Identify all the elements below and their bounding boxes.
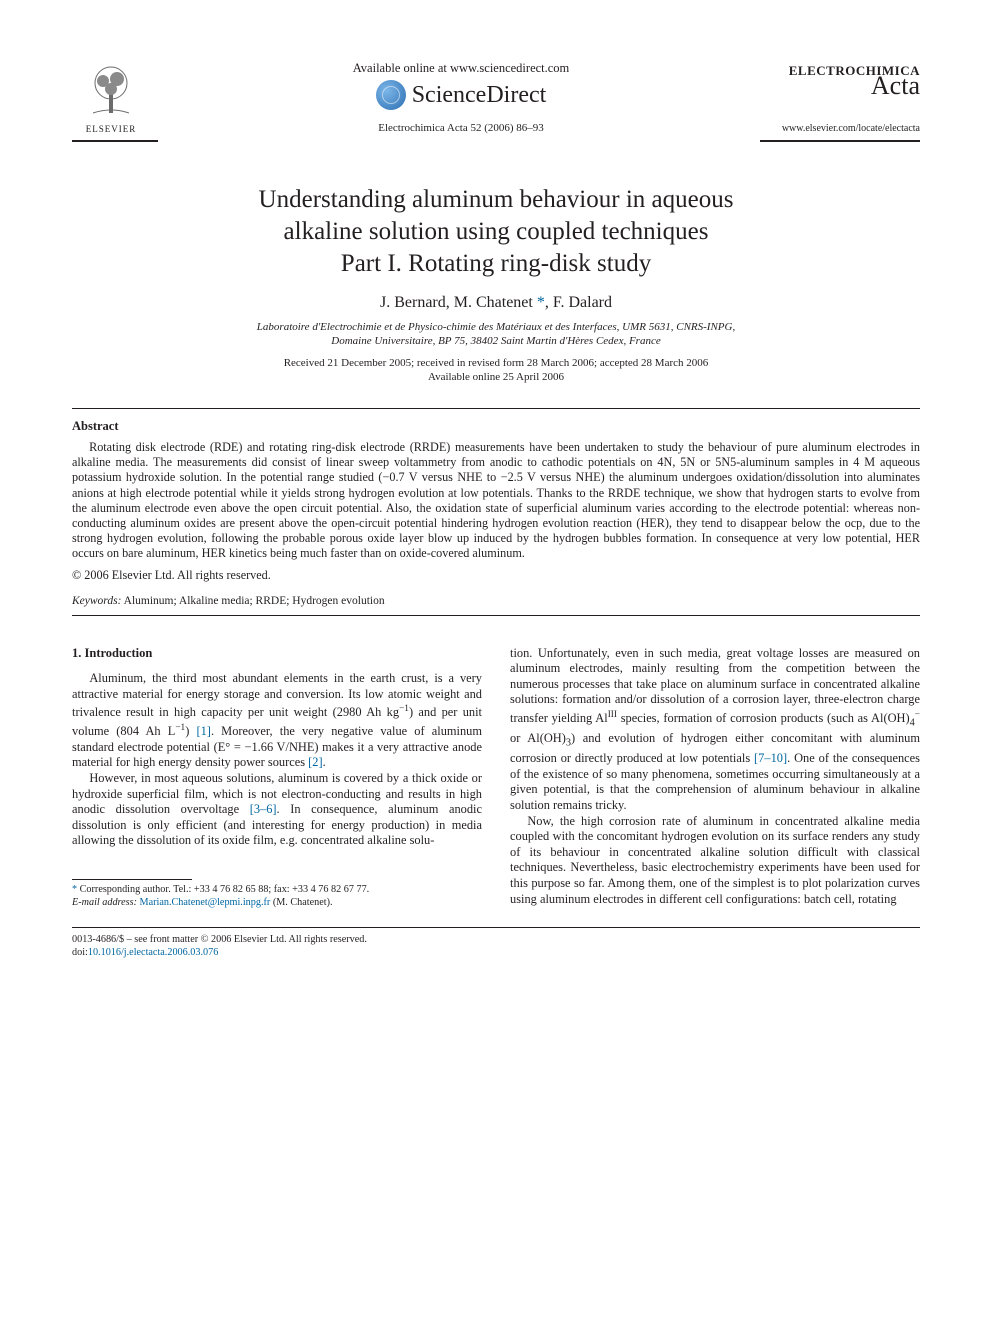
ref-2[interactable]: [2] xyxy=(308,755,322,769)
column-right: tion. Unfortunately, even in such media,… xyxy=(510,646,920,909)
elsevier-logo: ELSEVIER xyxy=(72,48,150,134)
title-line-1: Understanding aluminum behaviour in aque… xyxy=(259,186,734,213)
available-online-text: Available online at www.sciencedirect.co… xyxy=(150,61,772,76)
journal-url: www.elsevier.com/locate/electacta xyxy=(772,123,920,134)
author-list: J. Bernard, M. Chatenet *, F. Dalard xyxy=(72,294,920,312)
ref-3-6[interactable]: [3–6] xyxy=(250,802,277,816)
article-page: ELSEVIER Available online at www.science… xyxy=(0,0,992,1015)
sciencedirect-globe-icon xyxy=(376,80,406,110)
imprint-line-1: 0013-4686/$ – see front matter © 2006 El… xyxy=(72,934,367,945)
header-center: Available online at www.sciencedirect.co… xyxy=(150,61,772,134)
journal-acta: Acta xyxy=(772,77,920,95)
journal-header: ELSEVIER Available online at www.science… xyxy=(72,48,920,134)
footnote-email-label: E-mail address: xyxy=(72,897,140,908)
copyright-line: © 2006 Elsevier Ltd. All rights reserved… xyxy=(72,568,920,583)
title-line-3: Part I. Rotating ring-disk study xyxy=(341,250,651,277)
ref-1[interactable]: [1] xyxy=(196,724,210,738)
footnote-rule xyxy=(72,879,192,880)
intro-para-2-cont: tion. Unfortunately, even in such media,… xyxy=(510,646,920,814)
affiliation-line-2: Domaine Universitaire, BP 75, 38402 Sain… xyxy=(331,335,660,347)
body-columns: 1. Introduction Aluminum, the third most… xyxy=(72,646,920,909)
sciencedirect-wordmark: ScienceDirect xyxy=(412,82,547,109)
abstract-body: Rotating disk electrode (RDE) and rotati… xyxy=(72,440,920,562)
doi-link[interactable]: 10.1016/j.electacta.2006.03.076 xyxy=(88,947,218,958)
journal-brand: ELECTROCHIMICA Acta www.elsevier.com/loc… xyxy=(772,63,920,134)
doi-label: doi: xyxy=(72,947,88,958)
imprint-block: 0013-4686/$ – see front matter © 2006 El… xyxy=(72,934,920,959)
intro-para-1: Aluminum, the third most abundant elemen… xyxy=(72,671,482,771)
abstract-bottom-rule xyxy=(72,615,920,616)
affiliation-line-1: Laboratoire d'Electrochimie et de Physic… xyxy=(257,321,735,333)
elsevier-tree-icon xyxy=(83,63,139,124)
header-rule xyxy=(72,140,920,142)
article-dates: Received 21 December 2005; received in r… xyxy=(72,356,920,384)
footnote-email[interactable]: Marian.Chatenet@lepmi.inpg.fr xyxy=(140,897,271,908)
authors-text: J. Bernard, M. Chatenet *, F. Dalard xyxy=(380,294,612,311)
intro-para-3: Now, the high corrosion rate of aluminum… xyxy=(510,814,920,908)
corresponding-author-footnote: * Corresponding author. Tel.: +33 4 76 8… xyxy=(72,884,482,909)
sciencedirect-logo: ScienceDirect xyxy=(376,80,547,110)
affiliation: Laboratoire d'Electrochimie et de Physic… xyxy=(72,320,920,348)
dates-line-1: Received 21 December 2005; received in r… xyxy=(284,357,709,369)
imprint-rule xyxy=(72,927,920,928)
keywords-line: Keywords: Aluminum; Alkaline media; RRDE… xyxy=(72,595,920,607)
ref-7-10[interactable]: [7–10] xyxy=(754,751,787,765)
footnote-author-name: (M. Chatenet). xyxy=(270,897,332,908)
article-title: Understanding aluminum behaviour in aque… xyxy=(166,184,826,280)
column-left: 1. Introduction Aluminum, the third most… xyxy=(72,646,482,909)
citation-line: Electrochimica Acta 52 (2006) 86–93 xyxy=(150,122,772,134)
abstract-heading: Abstract xyxy=(72,419,920,434)
section-1-heading: 1. Introduction xyxy=(72,646,482,662)
dates-line-2: Available online 25 April 2006 xyxy=(428,371,564,383)
keywords-label: Keywords: xyxy=(72,595,121,607)
abstract-top-rule xyxy=(72,408,920,409)
title-line-2: alkaline solution using coupled techniqu… xyxy=(284,218,709,245)
abstract-text: Rotating disk electrode (RDE) and rotati… xyxy=(72,440,920,562)
intro-para-2: However, in most aqueous solutions, alum… xyxy=(72,771,482,849)
keywords-values: Aluminum; Alkaline media; RRDE; Hydrogen… xyxy=(121,595,384,607)
elsevier-wordmark: ELSEVIER xyxy=(86,124,137,134)
footnote-corr-text: Corresponding author. Tel.: +33 4 76 82 … xyxy=(77,884,369,895)
